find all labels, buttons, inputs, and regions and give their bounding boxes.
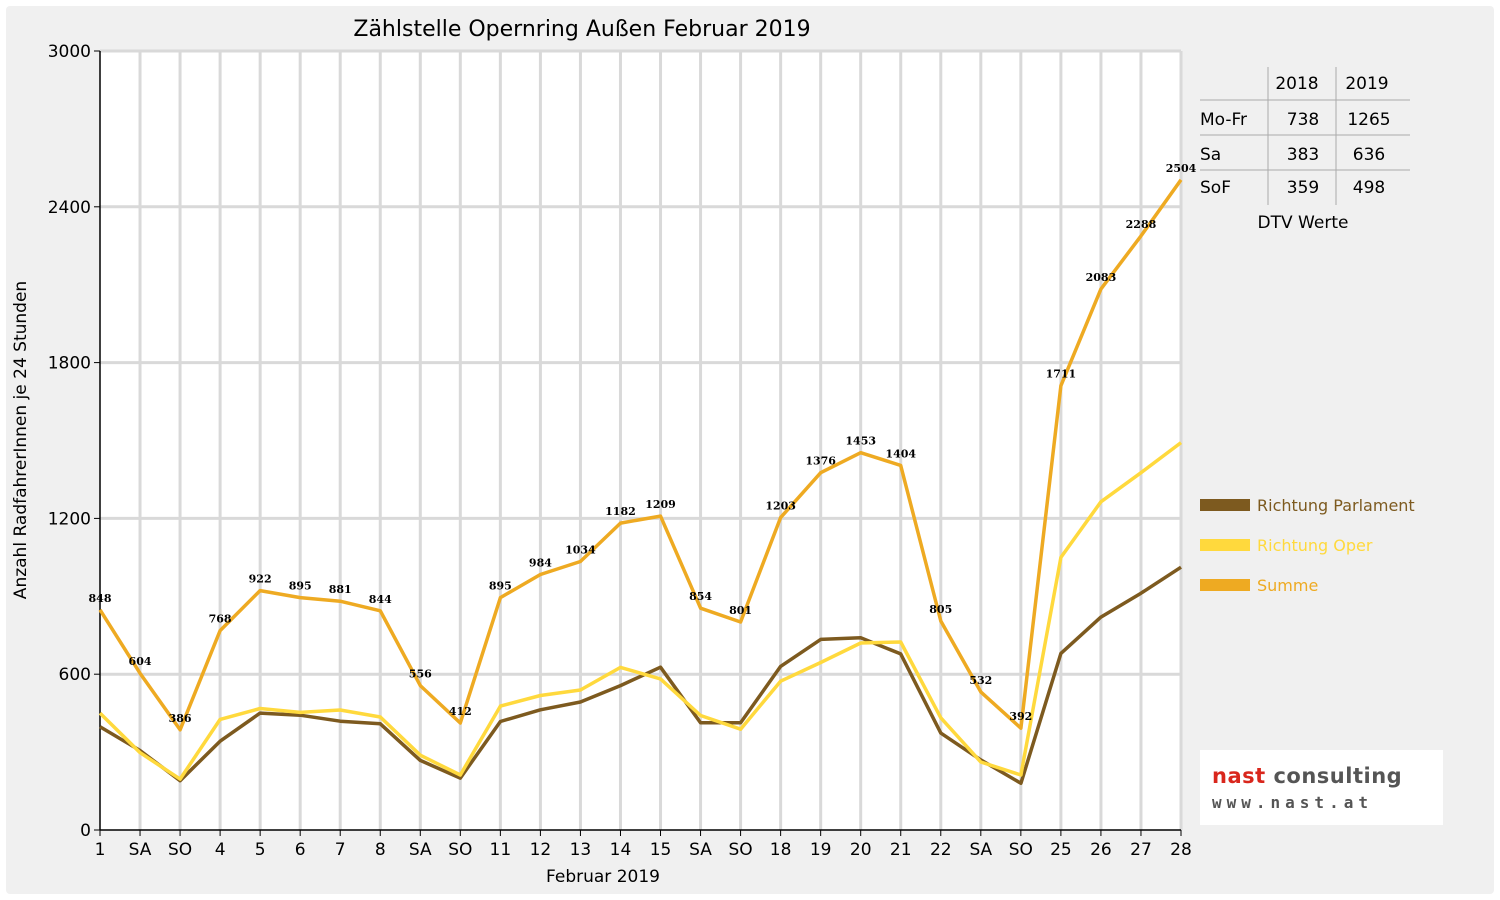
data-label: 1203 [765, 500, 796, 513]
data-label: 895 [489, 580, 512, 593]
logo-name: nast consulting [1212, 764, 1402, 788]
data-label: 1376 [805, 455, 836, 468]
axes: 0 600 1200 1800 2400 3000 1 SA SO 4 5 6 7 8 SA SO 11 12 13… [48, 42, 1192, 860]
x-tick-label: 1 [95, 840, 106, 860]
x-tick-label: 15 [650, 840, 672, 860]
legend: Richtung Parlament Richtung Oper Summe [1200, 496, 1415, 595]
x-tick-label: 21 [890, 840, 912, 860]
data-label: 1711 [1046, 368, 1077, 381]
table-cell: 738 [1287, 110, 1319, 130]
x-tick-label: 22 [930, 840, 952, 860]
x-tick-label: SO [729, 840, 753, 860]
nast-consulting-logo: nast consulting www.nast.at [1200, 750, 1443, 825]
data-label: 386 [169, 712, 192, 725]
y-axis-title: Anzahl RadfahrerInnen je 24 Stunden [11, 281, 31, 599]
data-label: 556 [409, 668, 432, 681]
y-tick-label: 1200 [48, 509, 91, 529]
y-tick-label: 2400 [48, 198, 91, 218]
y-tick-label: 3000 [48, 42, 91, 62]
x-tick-label: 6 [295, 840, 306, 860]
table-cell: 1265 [1347, 110, 1390, 130]
legend-swatch [1200, 539, 1250, 551]
table-cell: 359 [1287, 178, 1319, 198]
table-cell: 383 [1287, 145, 1319, 165]
series-line [98, 441, 1183, 781]
table-header-2019: 2019 [1345, 74, 1388, 94]
x-tick-label: 11 [490, 840, 512, 860]
table-cell: 498 [1353, 178, 1385, 198]
data-label: 1404 [885, 447, 916, 460]
x-tick-label: 28 [1170, 840, 1192, 860]
x-tick-label: 7 [335, 840, 346, 860]
x-tick-label: 5 [255, 840, 266, 860]
x-tick-label: 13 [570, 840, 592, 860]
x-tick-label: 8 [375, 840, 386, 860]
table-cell: 636 [1353, 145, 1385, 165]
chart-title: Zählstelle Opernring Außen Februar 2019 [353, 17, 810, 42]
data-label: 1034 [565, 544, 596, 557]
data-label: 801 [729, 604, 752, 617]
data-label: 984 [529, 556, 552, 569]
data-label: 604 [129, 655, 152, 668]
x-tick-label: 18 [770, 840, 792, 860]
data-labels: 848 604 386 768 922 895 881 844 556 412 895 984 1034… [89, 162, 1197, 725]
x-tick-label: SO [168, 840, 192, 860]
x-tick-label: SO [448, 840, 472, 860]
legend-label: Richtung Parlament [1257, 496, 1415, 515]
y-tick-label: 600 [59, 665, 91, 685]
table-caption: DTV Werte [1258, 213, 1349, 233]
series-line [98, 178, 1183, 732]
data-label: 2083 [1086, 271, 1117, 284]
legend-label: Richtung Oper [1257, 536, 1373, 555]
plot-area [100, 51, 1181, 830]
x-tick-label: SA [689, 840, 712, 860]
grid [100, 49, 1183, 830]
series-lines [98, 178, 1183, 786]
dtv-table: 2018 2019 Mo-Fr 738 1265 Sa 383 636 SoF … [1200, 67, 1410, 233]
legend-swatch [1200, 579, 1250, 591]
table-header-2018: 2018 [1275, 74, 1318, 94]
y-tick-label: 1800 [48, 354, 91, 374]
x-tick-label: SA [969, 840, 992, 860]
data-label: 895 [289, 580, 312, 593]
x-tick-label: SA [409, 840, 432, 860]
x-tick-label: 26 [1090, 840, 1112, 860]
data-label: 844 [369, 593, 392, 606]
table-row-label: Sa [1200, 145, 1221, 165]
table-row-label: Mo-Fr [1200, 110, 1247, 130]
x-tick-label: 12 [530, 840, 552, 860]
logo-name-first: nast [1212, 764, 1266, 788]
data-label: 2288 [1126, 218, 1157, 231]
data-label: 1182 [605, 505, 636, 518]
logo-url: www.nast.at [1212, 793, 1373, 812]
data-label: 854 [689, 590, 712, 603]
logo-name-rest: consulting [1265, 764, 1403, 788]
table-row-label: SoF [1200, 178, 1231, 198]
data-label: 532 [969, 674, 992, 687]
x-tick-label: 25 [1050, 840, 1072, 860]
data-label: 2504 [1166, 162, 1197, 175]
data-label: 1209 [645, 498, 676, 511]
x-tick-label: 4 [215, 840, 226, 860]
data-label: 768 [209, 613, 232, 626]
data-label: 392 [1009, 710, 1032, 723]
data-label: 805 [929, 603, 952, 616]
data-label: 412 [449, 705, 472, 718]
x-tick-label: 20 [850, 840, 872, 860]
x-axis-title: Februar 2019 [546, 867, 660, 887]
legend-swatch [1200, 499, 1250, 511]
data-label: 1453 [845, 435, 876, 448]
x-tick-label: SA [129, 840, 152, 860]
data-label: 922 [249, 573, 272, 586]
x-tick-label: 14 [610, 840, 632, 860]
x-tick-label: 27 [1130, 840, 1152, 860]
x-tick-label: 19 [810, 840, 832, 860]
x-tick-label: SO [1009, 840, 1033, 860]
data-label: 881 [329, 583, 352, 596]
legend-label: Summe [1257, 576, 1318, 595]
y-tick-label: 0 [80, 821, 91, 841]
data-label: 848 [89, 592, 112, 605]
series-line [99, 565, 1182, 786]
